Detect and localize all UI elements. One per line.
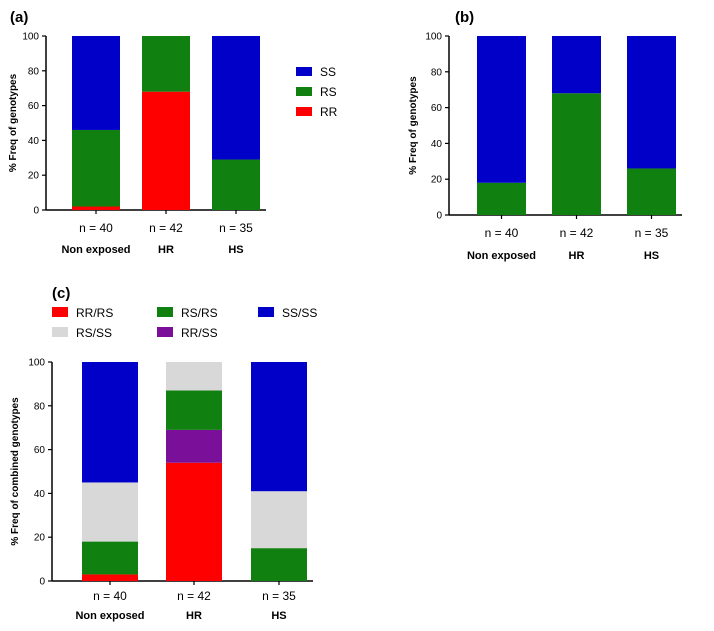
panel-c-y-tick-label-5: 100 xyxy=(28,358,45,369)
panel-b-sample-size-2: n = 35 xyxy=(635,226,669,240)
panel-a-y-tick-label-2: 40 xyxy=(28,136,40,147)
panel-a-sample-size-1: n = 42 xyxy=(149,221,183,235)
panel-c-sample-size-2: n = 35 xyxy=(262,589,296,603)
panel-c-label: (c) xyxy=(52,285,70,302)
panel-b-category-label-0: Non exposed xyxy=(467,250,536,262)
panel-a-legend-label-rr: RR xyxy=(320,105,338,119)
panel-b-bar-0-rs xyxy=(477,182,526,215)
panel-a-legend-swatch-rs xyxy=(296,87,312,96)
panel-b-sample-size-1: n = 42 xyxy=(560,226,594,240)
panel-a-sample-size-0: n = 40 xyxy=(79,221,113,235)
panel-c-legend-label-rr-ss: RR/SS xyxy=(181,326,218,340)
panel-b-bar-2-ss xyxy=(627,36,676,169)
panel-c-bar-0-rs-rs xyxy=(82,541,138,575)
panel-a-y-tick-label-5: 100 xyxy=(22,32,39,43)
panel-c-y-axis-label: % Freq of combined genotypes xyxy=(10,397,21,546)
panel-c-y-tick-label-4: 80 xyxy=(34,401,46,412)
panel-a-y-tick-label-1: 20 xyxy=(28,171,40,182)
panel-c-legend-label-rs-rs: RS/RS xyxy=(181,306,218,320)
panel-b-y-tick-label-4: 80 xyxy=(431,67,443,78)
panel-c-bar-2-rs-rs xyxy=(251,548,307,581)
panel-c-legend-swatch-ss-ss xyxy=(258,307,274,317)
panel-b-y-tick-label-0: 0 xyxy=(436,211,442,222)
panel-b-bar-1-rs xyxy=(552,93,601,215)
panel-c-bar-1-rs-ss xyxy=(166,362,222,391)
panel-b-bar-0-ss xyxy=(477,36,526,183)
panel-b-category-label-2: HS xyxy=(644,250,659,262)
panel-a-bar-0-rr xyxy=(72,206,120,210)
panel-a-category-label-1: HR xyxy=(158,244,174,256)
panel-c-sample-size-0: n = 40 xyxy=(93,589,127,603)
panel-a-y-axis-label: % Freq of genotypes xyxy=(8,73,19,172)
panel-c-category-label-2: HS xyxy=(271,610,286,622)
panel-b-y-tick-label-3: 60 xyxy=(431,103,443,114)
panel-b-sample-size-0: n = 40 xyxy=(485,226,519,240)
panel-c-legend-swatch-rr-rs xyxy=(52,307,68,317)
panel-a-y-tick-label-4: 80 xyxy=(28,66,40,77)
panel-a-sample-size-2: n = 35 xyxy=(219,221,253,235)
panel-c-bar-1-rr-ss xyxy=(166,429,222,463)
panel-c-legend-label-rr-rs: RR/RS xyxy=(76,306,113,320)
panel-a-bar-0-ss xyxy=(72,36,120,130)
panel-a-legend-swatch-rr xyxy=(296,107,312,116)
panel-c-legend-label-ss-ss: SS/SS xyxy=(282,306,317,320)
panel-b-y-tick-label-5: 100 xyxy=(425,32,442,43)
panel-b-y-axis-label: % Freq of genotypes xyxy=(408,76,419,175)
panel-c-legend-swatch-rs-ss xyxy=(52,327,68,337)
panel-a-legend-label-ss: SS xyxy=(320,65,336,79)
panel-a-legend-swatch-ss xyxy=(296,67,312,76)
panel-a-category-label-0: Non exposed xyxy=(61,244,130,256)
panel-a-label: (a) xyxy=(10,9,28,26)
panel-c-bar-0-rs-ss xyxy=(82,482,138,542)
panel-a-bar-1-rs xyxy=(142,36,190,92)
panel-a-y-tick-label-0: 0 xyxy=(33,206,39,217)
panel-b-y-tick-label-2: 40 xyxy=(431,139,443,150)
panel-c-y-tick-label-3: 60 xyxy=(34,445,46,456)
panel-b-bar-1-ss xyxy=(552,36,601,94)
panel-c-sample-size-1: n = 42 xyxy=(177,589,211,603)
panel-a-legend-label-rs: RS xyxy=(320,85,337,99)
panel-c-bar-0-rr-rs xyxy=(82,574,138,581)
panel-b-category-label-1: HR xyxy=(569,250,585,262)
panel-c-legend-swatch-rr-ss xyxy=(157,327,173,337)
panel-a-bar-0-rs xyxy=(72,129,120,207)
panel-c-bar-1-rr-rs xyxy=(166,462,222,581)
panel-c-bar-2-ss-ss xyxy=(251,362,307,492)
panel-a-bar-2-rs xyxy=(212,159,260,210)
panel-c-category-label-0: Non exposed xyxy=(75,610,144,622)
panel-a-bar-1-rr xyxy=(142,91,190,210)
panel-c-legend-swatch-rs-rs xyxy=(157,307,173,317)
panel-c-y-tick-label-0: 0 xyxy=(39,577,45,588)
panel-c-bar-2-rs-ss xyxy=(251,491,307,549)
panel-a-category-label-2: HS xyxy=(228,244,243,256)
panel-c-bar-1-rs-rs xyxy=(166,390,222,430)
panel-b-y-tick-label-1: 20 xyxy=(431,175,443,186)
panel-c-category-label-1: HR xyxy=(186,610,202,622)
panel-a-y-tick-label-3: 60 xyxy=(28,101,40,112)
panel-c-y-tick-label-1: 20 xyxy=(34,533,46,544)
panel-b-bar-2-rs xyxy=(627,168,676,215)
panel-b-label: (b) xyxy=(455,9,474,26)
panel-a-bar-2-ss xyxy=(212,36,260,160)
panel-c-bar-0-ss-ss xyxy=(82,362,138,483)
panel-c-legend-label-rs-ss: RS/SS xyxy=(76,326,112,340)
panel-c-y-tick-label-2: 40 xyxy=(34,489,46,500)
